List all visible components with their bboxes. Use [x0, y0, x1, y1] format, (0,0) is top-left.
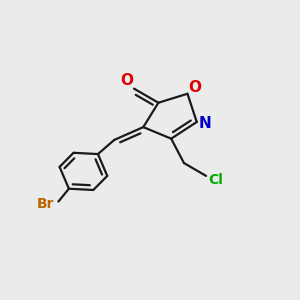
Text: Cl: Cl — [208, 173, 223, 187]
Text: N: N — [199, 116, 211, 131]
Text: O: O — [121, 74, 134, 88]
Text: Br: Br — [37, 197, 54, 211]
Text: O: O — [188, 80, 201, 95]
